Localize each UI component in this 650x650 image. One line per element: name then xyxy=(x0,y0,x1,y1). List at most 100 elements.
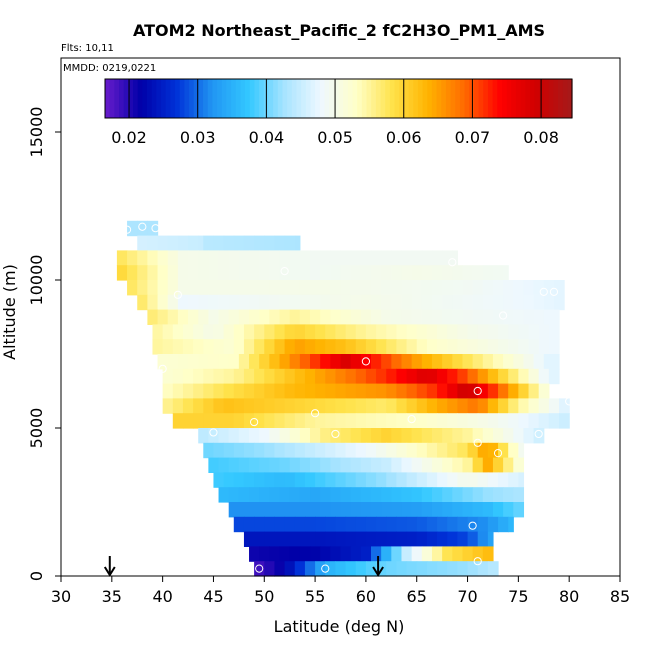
heatmap-cell xyxy=(269,457,281,473)
heatmap-cell xyxy=(533,428,545,444)
heatmap-cell xyxy=(274,368,286,385)
heatmap-cell xyxy=(269,354,281,370)
heatmap-cell xyxy=(457,516,469,533)
heatmap-cell xyxy=(345,561,357,577)
heatmap-cell xyxy=(203,339,215,355)
heatmap-cell xyxy=(127,220,138,237)
heatmap-cell xyxy=(223,235,235,251)
heatmap-cell xyxy=(304,339,316,355)
heatmap-cell xyxy=(462,309,474,325)
heatmap-cell xyxy=(167,250,179,266)
heatmap-cell xyxy=(472,280,484,296)
heatmap-cell xyxy=(330,502,342,518)
heatmap-cell xyxy=(365,383,377,399)
heatmap-cell xyxy=(472,354,484,370)
heatmap-cell xyxy=(320,265,331,281)
heatmap-cell xyxy=(365,531,377,547)
heatmap-cell xyxy=(452,546,464,562)
heatmap-cell xyxy=(467,324,479,340)
heatmap-cell xyxy=(335,339,347,355)
heatmap-cell xyxy=(416,383,428,399)
heatmap-cell xyxy=(482,294,494,311)
heatmap-cell xyxy=(370,487,382,503)
heatmap-cell xyxy=(254,516,265,533)
heatmap-cell xyxy=(350,487,362,503)
heatmap-cell xyxy=(335,472,347,488)
colorbar xyxy=(104,78,573,119)
heatmap-cell xyxy=(472,502,484,518)
heatmap-cell xyxy=(416,561,428,577)
heatmap-cell xyxy=(452,294,464,311)
heatmap-cell xyxy=(513,428,525,444)
colorbar-cell xyxy=(431,79,438,118)
heatmap-cell xyxy=(340,457,352,473)
colorbar-cell xyxy=(385,79,391,118)
heatmap-cell xyxy=(340,265,352,281)
heatmap-cell xyxy=(172,398,184,414)
heatmap-cell xyxy=(203,398,215,414)
heatmap-cell xyxy=(284,324,296,340)
heatmap-cell xyxy=(299,294,311,311)
heatmap-cell xyxy=(228,457,240,473)
heatmap-cell xyxy=(513,487,525,503)
heatmap-cell xyxy=(523,354,535,370)
colorbar-cell xyxy=(361,79,368,118)
colorbar-cell xyxy=(529,79,536,118)
heatmap-cell xyxy=(355,324,367,340)
heatmap-cell xyxy=(411,546,423,562)
heatmap-cell xyxy=(437,531,448,547)
heatmap-cell xyxy=(406,339,418,355)
heatmap-cell xyxy=(452,428,464,444)
heatmap-cell xyxy=(396,398,408,414)
heatmap-cell xyxy=(243,413,255,429)
heatmap-cell xyxy=(426,472,438,488)
heatmap-cell xyxy=(304,324,316,340)
heatmap-cell xyxy=(406,442,418,459)
heatmap-cell xyxy=(487,383,499,399)
heatmap-cell xyxy=(391,250,403,266)
heatmap-cell xyxy=(533,309,545,325)
y-axis-label: Altitude (m) xyxy=(0,264,19,360)
colorbar-cell xyxy=(245,79,251,118)
heatmap-cell xyxy=(350,502,362,518)
heatmap-cell xyxy=(376,516,387,533)
heatmap-cell xyxy=(127,280,138,296)
heatmap-cell xyxy=(401,457,413,473)
heatmap-cell xyxy=(477,442,489,459)
heatmap-cell xyxy=(381,428,392,444)
heatmap-cell xyxy=(487,413,499,429)
heatmap-cell xyxy=(431,265,443,281)
heatmap-cell xyxy=(381,487,392,503)
heatmap-cell xyxy=(254,368,265,385)
heatmap-cell xyxy=(310,265,321,281)
x-tick-label: 30 xyxy=(51,587,71,606)
sample-point xyxy=(321,564,330,573)
heatmap-cell xyxy=(335,531,347,547)
heatmap-cell xyxy=(411,354,423,370)
heatmap-cell xyxy=(213,339,225,355)
heatmap-cell xyxy=(508,398,519,414)
heatmap-cell xyxy=(401,309,413,325)
heatmap-cell xyxy=(218,487,230,503)
heatmap-cell xyxy=(325,442,337,459)
heatmap-cell xyxy=(467,531,479,547)
heatmap-cell xyxy=(437,398,448,414)
heatmap-cell xyxy=(457,413,469,429)
heatmap-cell xyxy=(218,354,230,370)
heatmap-cell xyxy=(452,487,464,503)
heatmap-cell xyxy=(315,413,326,429)
heatmap-cell xyxy=(274,413,286,429)
heatmap-cell xyxy=(416,339,428,355)
heatmap-cell xyxy=(299,428,311,444)
heatmap-cell xyxy=(447,383,458,399)
heatmap-cell xyxy=(426,324,438,340)
sample-point xyxy=(493,449,503,458)
heatmap-cell xyxy=(304,368,316,385)
colorbar-cell xyxy=(459,79,466,118)
heatmap-cell xyxy=(442,546,453,562)
sample-point xyxy=(473,386,482,396)
heatmap-cell xyxy=(457,442,469,459)
heatmap-cell xyxy=(223,368,235,385)
heatmap-cell xyxy=(325,561,337,577)
